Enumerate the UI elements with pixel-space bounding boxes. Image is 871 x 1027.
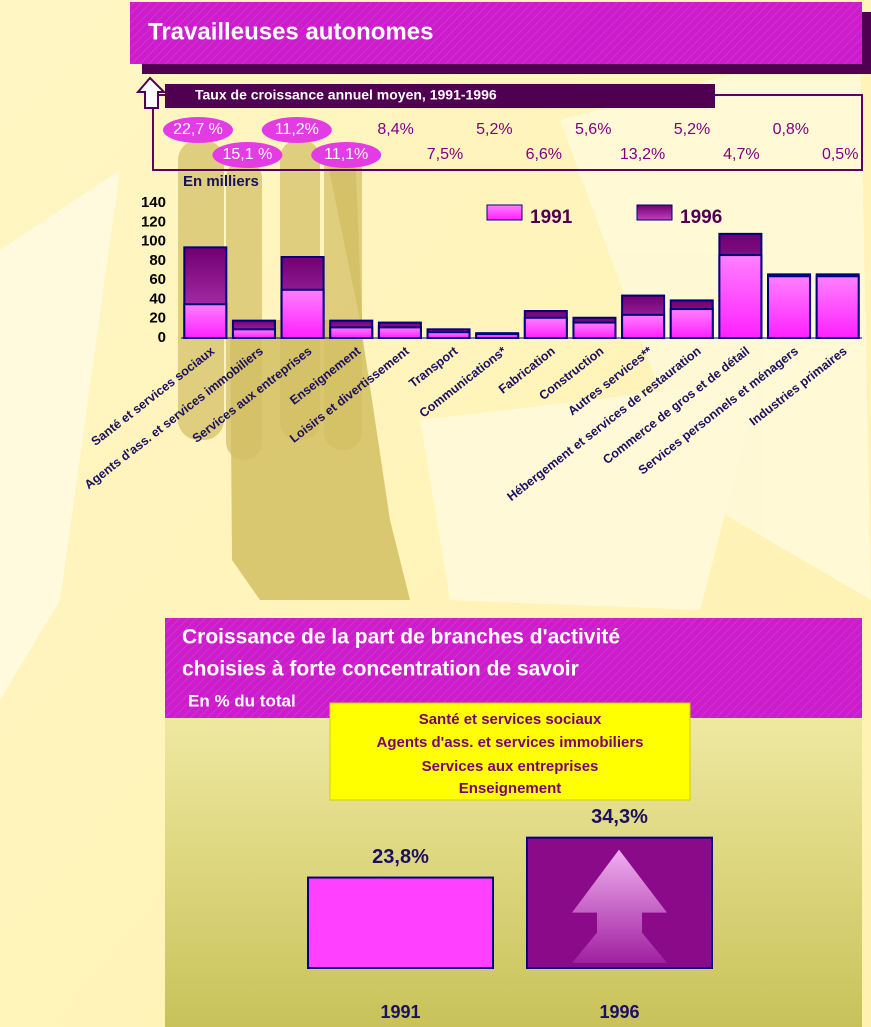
legend-label: 1991	[530, 207, 573, 228]
value-label: 34,3%	[591, 806, 648, 828]
y-tick-label: 100	[141, 233, 166, 250]
growth-label: 5,6%	[575, 121, 611, 138]
x-tick-label: 1996	[599, 1002, 639, 1022]
legend-label: 1996	[680, 207, 722, 228]
share-panel: Croissance de la part de branches d'acti…	[165, 618, 862, 1027]
legend-swatch	[637, 205, 672, 220]
value-label: 23,8%	[372, 846, 429, 868]
bar	[622, 315, 664, 338]
bar	[525, 318, 567, 338]
share-title: Croissance de la part de branches d'acti…	[182, 626, 620, 649]
growth-label: 6,6%	[526, 146, 562, 163]
share-subtitle: En % du total	[188, 691, 296, 710]
growth-label: 0,8%	[773, 121, 809, 138]
y-tick-label: 120	[141, 213, 166, 230]
growth-label: 11,1%	[324, 146, 368, 163]
bar	[573, 323, 615, 338]
bar	[817, 276, 859, 338]
y-tick-label: 140	[141, 194, 166, 211]
note-line: Agents d'ass. et services immobiliers	[376, 734, 643, 751]
bar	[768, 276, 810, 338]
legend-swatch	[487, 205, 522, 220]
growth-label: 11,2%	[275, 121, 319, 138]
growth-label: 5,2%	[476, 121, 512, 138]
growth-label: 0,5%	[822, 146, 858, 163]
bar	[233, 329, 275, 338]
bar	[282, 290, 324, 338]
bar	[379, 327, 421, 338]
x-tick-label: 1991	[380, 1002, 420, 1022]
y-tick-label: 0	[158, 329, 166, 346]
growth-label: 7,5%	[427, 146, 463, 163]
note-line: Santé et services sociaux	[419, 711, 602, 728]
growth-label: 8,4%	[377, 121, 413, 138]
y-tick-label: 40	[149, 290, 166, 307]
growth-label: 4,7%	[723, 146, 759, 163]
growth-label: 22,7 %	[173, 121, 223, 138]
bar	[671, 309, 713, 338]
bar	[428, 332, 470, 338]
bar	[719, 255, 761, 338]
y-tick-label: 80	[149, 252, 166, 269]
bar	[184, 304, 226, 338]
growth-label: 13,2%	[620, 146, 665, 163]
note-line: Enseignement	[459, 780, 562, 797]
page-title: Travailleuses autonomes	[148, 18, 433, 45]
growth-label: 5,2%	[674, 121, 710, 138]
bar	[330, 327, 372, 338]
bar	[476, 334, 518, 338]
title-banner: Travailleuses autonomes	[130, 2, 871, 74]
y-tick-label: 20	[149, 310, 166, 327]
growth-title: Taux de croissance annuel moyen, 1991-19…	[195, 87, 497, 103]
bar	[308, 878, 493, 968]
y-axis-label: En milliers	[183, 173, 259, 190]
growth-label: 15,1 %	[222, 146, 272, 163]
note-line: Services aux entreprises	[422, 758, 599, 775]
y-tick-label: 60	[149, 271, 166, 288]
share-title: choisies à forte concentration de savoir	[182, 658, 579, 681]
page: Travailleuses autonomes Taux de croissan…	[0, 0, 871, 1027]
